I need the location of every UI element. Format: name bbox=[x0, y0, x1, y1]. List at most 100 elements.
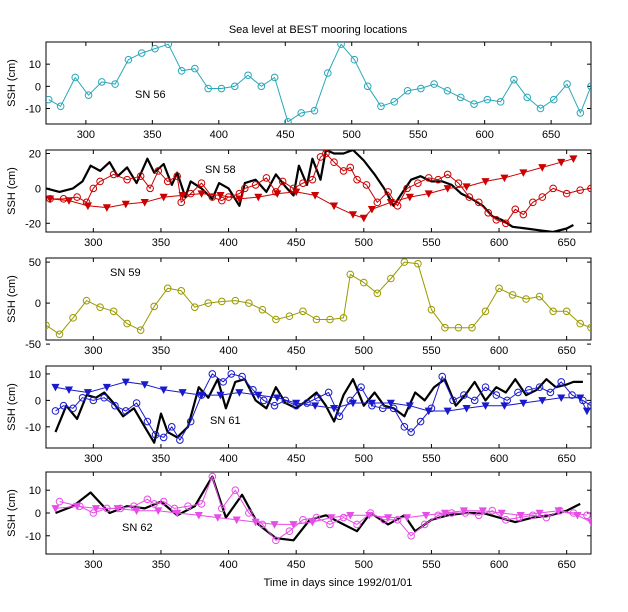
data-point bbox=[311, 192, 320, 200]
data-point bbox=[496, 98, 505, 106]
data-point bbox=[308, 175, 317, 184]
y-axis-label: SSH (cm) bbox=[6, 167, 18, 215]
data-point bbox=[405, 402, 414, 410]
data-point bbox=[322, 150, 330, 158]
series-line bbox=[55, 381, 588, 412]
data-point bbox=[514, 388, 522, 397]
data-point bbox=[353, 175, 361, 184]
data-point bbox=[524, 386, 533, 394]
y-tick-label: 10 bbox=[29, 485, 41, 497]
x-tick-label: 600 bbox=[490, 559, 508, 571]
data-point bbox=[456, 93, 465, 102]
series-line bbox=[46, 150, 574, 232]
data-point bbox=[377, 102, 385, 111]
data-point bbox=[483, 95, 492, 104]
data-point bbox=[529, 511, 537, 520]
data-point bbox=[173, 172, 181, 180]
data-point bbox=[339, 167, 348, 175]
data-point bbox=[434, 511, 442, 520]
data-point bbox=[492, 391, 501, 399]
data-point bbox=[46, 95, 53, 104]
data-point bbox=[384, 514, 393, 522]
data-point bbox=[163, 177, 172, 186]
data-point bbox=[235, 195, 244, 204]
data-point bbox=[326, 315, 334, 324]
x-tick-label: 300 bbox=[84, 453, 102, 465]
data-point bbox=[204, 84, 212, 93]
x-tick-label: 450 bbox=[287, 345, 305, 357]
x-tick-label: 400 bbox=[219, 237, 237, 249]
data-point bbox=[357, 383, 365, 391]
x-tick-label: 650 bbox=[557, 237, 575, 249]
data-point bbox=[335, 412, 344, 421]
data-point bbox=[327, 514, 336, 522]
x-tick-label: 400 bbox=[219, 345, 237, 357]
data-point bbox=[417, 84, 425, 93]
data-point bbox=[393, 516, 402, 524]
data-point bbox=[235, 389, 244, 397]
data-point bbox=[197, 190, 206, 198]
x-tick-label: 600 bbox=[475, 129, 493, 141]
y-tick-label: -10 bbox=[25, 531, 41, 543]
data-point bbox=[460, 391, 468, 399]
y-tick-label: 10 bbox=[29, 369, 41, 381]
x-tick-label: 500 bbox=[355, 559, 373, 571]
data-point bbox=[262, 174, 271, 182]
data-point bbox=[389, 404, 398, 413]
axes-frame bbox=[45, 365, 592, 449]
data-point bbox=[292, 188, 301, 197]
data-point bbox=[324, 388, 333, 397]
data-point bbox=[500, 402, 509, 410]
data-point bbox=[510, 75, 518, 84]
data-point bbox=[346, 511, 355, 520]
data-point bbox=[51, 383, 60, 392]
series-line bbox=[59, 476, 587, 541]
data-point bbox=[124, 55, 133, 64]
data-point bbox=[231, 296, 240, 305]
data-point bbox=[563, 80, 571, 88]
data-point bbox=[218, 297, 226, 306]
data-point bbox=[297, 109, 306, 117]
data-point bbox=[113, 505, 122, 513]
data-point bbox=[511, 205, 520, 214]
data-point bbox=[449, 396, 457, 405]
data-point bbox=[424, 174, 433, 182]
data-point bbox=[373, 198, 382, 207]
data-point bbox=[557, 158, 566, 167]
data-point bbox=[557, 394, 566, 402]
data-point bbox=[443, 407, 452, 416]
data-point bbox=[549, 95, 558, 104]
data-point bbox=[273, 190, 282, 198]
data-point bbox=[549, 307, 557, 316]
y-tick-label: -10 bbox=[25, 103, 41, 115]
data-point bbox=[484, 209, 493, 217]
data-point bbox=[136, 326, 145, 334]
data-point bbox=[216, 391, 225, 400]
data-point bbox=[151, 430, 160, 439]
data-point bbox=[523, 93, 531, 102]
data-point bbox=[576, 109, 585, 117]
y-tick-label: 50 bbox=[29, 257, 41, 269]
data-point bbox=[470, 100, 478, 108]
data-point bbox=[230, 82, 239, 91]
data-point bbox=[443, 185, 452, 193]
data-point bbox=[314, 393, 322, 402]
data-point bbox=[96, 177, 104, 186]
y-axis-label: SSH (cm) bbox=[6, 59, 18, 107]
data-point bbox=[311, 402, 320, 410]
data-point bbox=[440, 509, 450, 518]
data-point bbox=[109, 170, 118, 179]
data-point bbox=[284, 117, 292, 124]
plot-area bbox=[51, 472, 591, 545]
data-point bbox=[386, 399, 395, 408]
panel-sn-59: 300 350 400 450 500 550 600 650 -50 0 50 SSH (cm) SN… bbox=[6, 257, 592, 357]
y-tick-label: 20 bbox=[29, 148, 41, 160]
data-point bbox=[270, 73, 279, 82]
data-point bbox=[51, 407, 60, 415]
data-point bbox=[516, 511, 525, 520]
data-point bbox=[151, 44, 159, 53]
series-line bbox=[50, 158, 574, 219]
x-tick-label: 500 bbox=[343, 129, 361, 141]
data-point bbox=[538, 164, 547, 172]
x-tick-label: 450 bbox=[287, 453, 305, 465]
